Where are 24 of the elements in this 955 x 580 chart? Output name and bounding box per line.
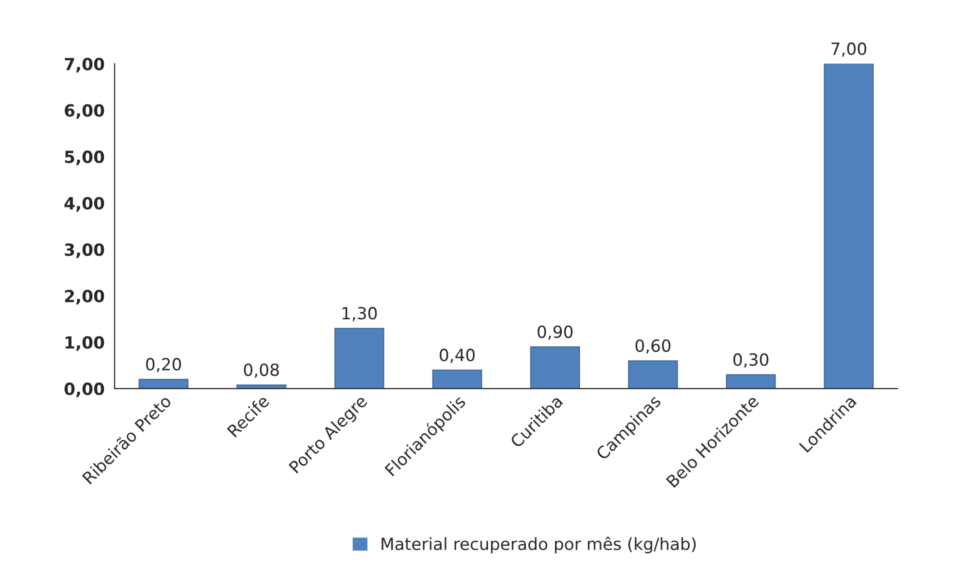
data-label: 0,20 <box>146 358 181 372</box>
bar <box>726 374 776 389</box>
y-tick-label: 1,00 <box>66 336 104 351</box>
y-tick-label: 7,00 <box>64 58 104 72</box>
data-label: 7,00 <box>832 42 866 57</box>
bar <box>334 328 384 389</box>
y-tick-label: 3,00 <box>64 243 104 258</box>
data-label: 0,08 <box>244 363 279 378</box>
data-label: 0,30 <box>733 353 768 368</box>
y-tick-label: 6,00 <box>64 104 104 119</box>
legend-label: Material recuperado por mês (kg/hab) <box>382 536 696 554</box>
data-label: 0,40 <box>440 348 475 363</box>
y-tick-label: 0,00 <box>64 382 104 398</box>
bar <box>824 64 874 389</box>
bar <box>138 378 188 389</box>
data-label: 0,90 <box>538 325 573 340</box>
bar <box>432 370 482 389</box>
y-tick-label: 2,00 <box>65 290 104 304</box>
y-tick-label: 5,00 <box>65 150 104 166</box>
y-tick-label: 4,00 <box>64 196 104 212</box>
data-label: 1,30 <box>342 306 377 322</box>
bar <box>628 360 678 389</box>
bar <box>530 346 580 389</box>
data-label: 0,60 <box>636 339 670 354</box>
